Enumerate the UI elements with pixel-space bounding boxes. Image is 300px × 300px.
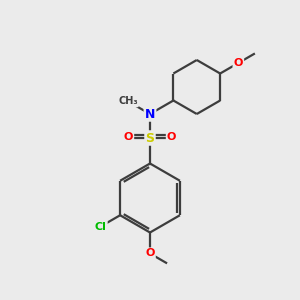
Text: O: O — [234, 58, 243, 68]
Text: O: O — [124, 132, 133, 142]
Text: Cl: Cl — [95, 221, 106, 232]
Text: N: N — [145, 107, 155, 121]
Text: O: O — [167, 132, 176, 142]
Text: O: O — [145, 248, 155, 259]
Text: CH₃: CH₃ — [118, 96, 138, 106]
Text: S: S — [146, 131, 154, 145]
